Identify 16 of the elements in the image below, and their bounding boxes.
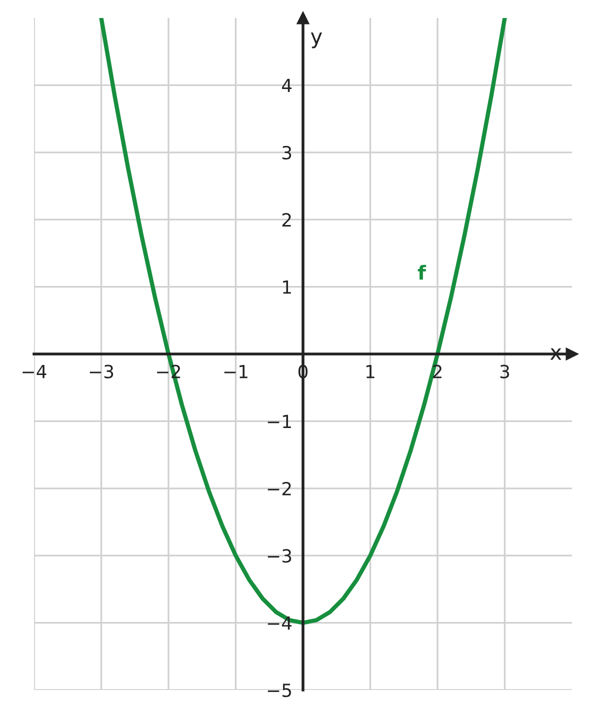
- x-tick-label: −4: [22, 364, 46, 378]
- y-tick-label: −3: [268, 549, 292, 563]
- x-tick-label: 1: [366, 364, 374, 378]
- y-tick-label: −5: [268, 684, 292, 698]
- x-tick-label: 3: [500, 364, 510, 378]
- y-tick-label: 1: [283, 280, 291, 294]
- y-tick-label: 3: [282, 146, 292, 160]
- y-tick-label: −1: [268, 414, 291, 428]
- y-tick-label: 4: [282, 78, 292, 92]
- y-axis-title: y: [310, 32, 322, 48]
- series-label: f: [418, 264, 426, 280]
- y-tick-label: −2: [268, 482, 291, 496]
- x-tick-label: −1: [224, 364, 248, 378]
- y-tick-label: −4: [268, 616, 292, 630]
- x-tick-label: −3: [90, 364, 114, 378]
- y-tick-label: 2: [282, 213, 291, 226]
